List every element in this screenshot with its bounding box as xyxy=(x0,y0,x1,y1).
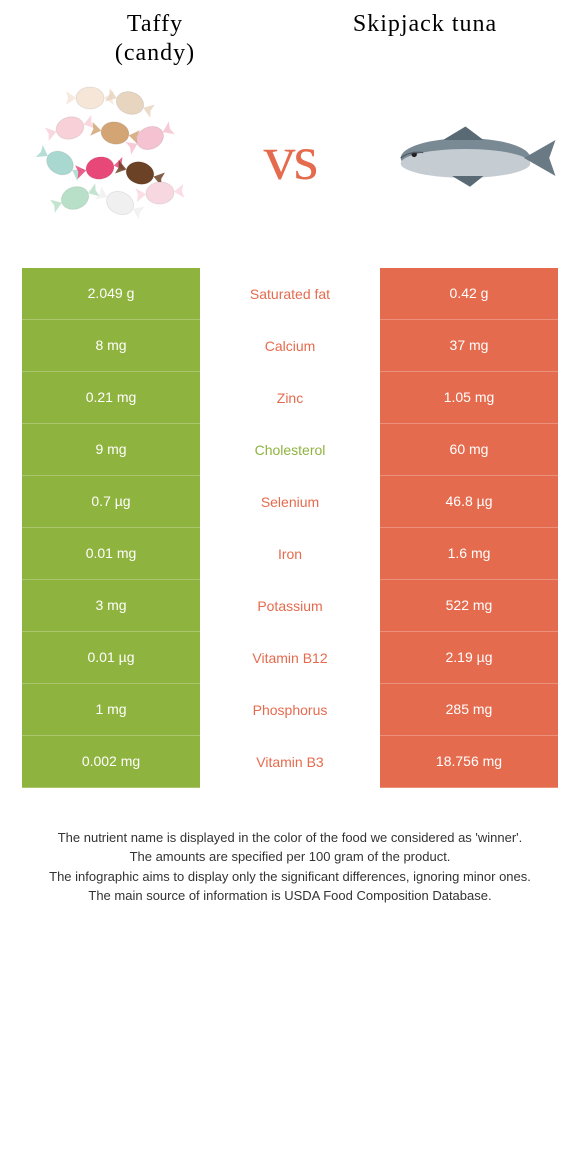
table-row: 0.01 µgVitamin B122.19 µg xyxy=(22,632,558,684)
nutrient-label: Selenium xyxy=(200,476,380,528)
table-row: 1 mgPhosphorus285 mg xyxy=(22,684,558,736)
table-row: 3 mgPotassium522 mg xyxy=(22,580,558,632)
table-row: 0.01 mgIron1.6 mg xyxy=(22,528,558,580)
table-row: 9 mgCholesterol60 mg xyxy=(22,424,558,476)
food-name-right: Skipjack tuna xyxy=(315,10,535,39)
nutrient-label: Cholesterol xyxy=(200,424,380,476)
footer-line: The nutrient name is displayed in the co… xyxy=(30,828,550,848)
taffy-icon xyxy=(20,78,200,238)
table-row: 2.049 gSaturated fat0.42 g xyxy=(22,268,558,320)
nutrient-label: Vitamin B3 xyxy=(200,736,380,788)
tuna-icon xyxy=(380,108,560,208)
value-left: 9 mg xyxy=(22,424,200,476)
footer-line: The infographic aims to display only the… xyxy=(30,867,550,887)
nutrient-label: Phosphorus xyxy=(200,684,380,736)
food-image-right xyxy=(380,78,560,238)
nutrient-label: Saturated fat xyxy=(200,268,380,320)
value-right: 1.05 mg xyxy=(380,372,558,424)
value-right: 285 mg xyxy=(380,684,558,736)
value-right: 46.8 µg xyxy=(380,476,558,528)
value-left: 0.01 µg xyxy=(22,632,200,684)
table-row: 0.002 mgVitamin B318.756 mg xyxy=(22,736,558,788)
value-right: 37 mg xyxy=(380,320,558,372)
footer-line: The main source of information is USDA F… xyxy=(30,886,550,906)
value-right: 60 mg xyxy=(380,424,558,476)
value-left: 8 mg xyxy=(22,320,200,372)
value-left: 2.049 g xyxy=(22,268,200,320)
table-row: 0.7 µgSelenium46.8 µg xyxy=(22,476,558,528)
food-title-right: Skipjack tuna xyxy=(315,10,535,68)
vs-label: vs xyxy=(264,121,317,195)
food-image-left xyxy=(20,78,200,238)
nutrient-label: Vitamin B12 xyxy=(200,632,380,684)
footer-notes: The nutrient name is displayed in the co… xyxy=(0,788,580,936)
value-left: 0.002 mg xyxy=(22,736,200,788)
value-left: 0.7 µg xyxy=(22,476,200,528)
food-sub-left: (candy) xyxy=(45,39,265,68)
food-name-left: Taffy xyxy=(45,10,265,39)
food-title-left: Taffy (candy) xyxy=(45,10,265,68)
value-right: 18.756 mg xyxy=(380,736,558,788)
value-right: 522 mg xyxy=(380,580,558,632)
nutrient-label: Potassium xyxy=(200,580,380,632)
value-left: 0.21 mg xyxy=(22,372,200,424)
value-left: 1 mg xyxy=(22,684,200,736)
table-row: 0.21 mgZinc1.05 mg xyxy=(22,372,558,424)
value-right: 1.6 mg xyxy=(380,528,558,580)
nutrient-label: Calcium xyxy=(200,320,380,372)
nutrient-table: 2.049 gSaturated fat0.42 g8 mgCalcium37 … xyxy=(22,268,558,788)
table-row: 8 mgCalcium37 mg xyxy=(22,320,558,372)
vs-row: vs xyxy=(0,68,580,268)
value-right: 0.42 g xyxy=(380,268,558,320)
nutrient-label: Iron xyxy=(200,528,380,580)
value-left: 3 mg xyxy=(22,580,200,632)
footer-line: The amounts are specified per 100 gram o… xyxy=(30,847,550,867)
header: Taffy (candy) Skipjack tuna xyxy=(0,0,580,68)
nutrient-label: Zinc xyxy=(200,372,380,424)
value-right: 2.19 µg xyxy=(380,632,558,684)
value-left: 0.01 mg xyxy=(22,528,200,580)
